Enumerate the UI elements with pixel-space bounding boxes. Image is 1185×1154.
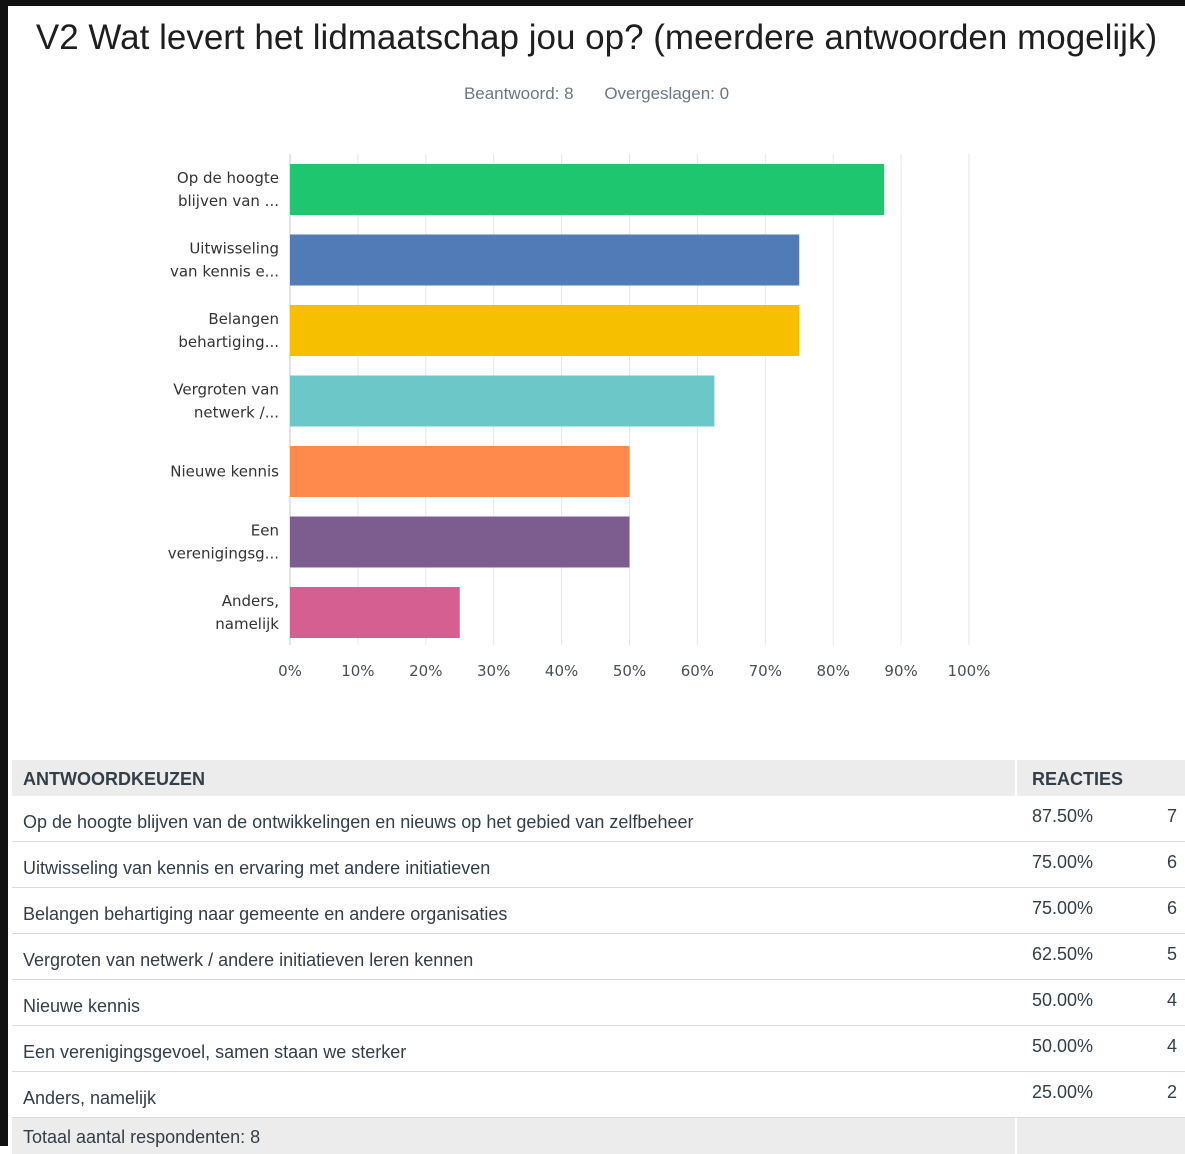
category-label: van kennis e...	[170, 263, 279, 281]
x-tick-label: 80%	[817, 662, 850, 680]
category-label: netwerk /...	[194, 404, 279, 422]
table-row: Op de hoogte blijven van de ontwikkeling…	[12, 796, 1185, 842]
question-title: V2 Wat levert het lidmaatschap jou op? (…	[35, 18, 1158, 57]
table-row: Anders, namelijk 25.00% 2	[12, 1072, 1185, 1118]
answer-choice-label: Op de hoogte blijven van de ontwikkeling…	[23, 812, 694, 832]
answered-count: Beantwoord: 8	[463, 84, 574, 103]
x-tick-label: 40%	[545, 662, 578, 680]
total-respondents: Totaal aantal respondenten: 8	[23, 1127, 261, 1147]
header-answer-choices: ANTWOORDKEUZEN	[23, 769, 205, 789]
x-tick-label: 10%	[341, 662, 374, 680]
x-tick-label: 0%	[278, 662, 302, 680]
response-count: 6	[1166, 852, 1177, 872]
response-percent: 50.00%	[1032, 1036, 1094, 1056]
x-tick-label: 30%	[477, 662, 510, 680]
table-body: Op de hoogte blijven van de ontwikkeling…	[12, 796, 1185, 1118]
bar	[290, 164, 885, 215]
response-stats: Beantwoord: 8 Overgeslagen: 0	[8, 84, 1185, 104]
table-row: Nieuwe kennis 50.00% 4	[12, 980, 1185, 1026]
x-tick-label: 60%	[681, 662, 714, 680]
x-tick-label: 70%	[749, 662, 782, 680]
response-percent: 50.00%	[1032, 990, 1094, 1010]
category-label: Een	[251, 522, 279, 540]
bar	[290, 234, 800, 286]
category-label: blijven van ...	[178, 192, 279, 210]
category-label: verenigingsg...	[168, 545, 279, 563]
response-count: 7	[1166, 806, 1177, 826]
response-count: 4	[1166, 1036, 1177, 1056]
category-label: Op de hoogte	[177, 169, 279, 187]
response-count: 5	[1166, 944, 1177, 964]
category-label: Nieuwe kennis	[170, 463, 279, 481]
column-divider	[1015, 1118, 1017, 1154]
category-label: namelijk	[215, 615, 279, 633]
response-percent: 75.00%	[1032, 898, 1094, 918]
response-percent: 75.00%	[1032, 852, 1094, 872]
table-header: ANTWOORDKEUZEN REACTIES	[12, 760, 1185, 796]
bar	[290, 446, 630, 497]
response-count: 4	[1166, 990, 1177, 1010]
response-count: 6	[1166, 898, 1177, 918]
category-label: Uitwisseling	[189, 240, 279, 258]
table-footer: Totaal aantal respondenten: 8	[12, 1118, 1185, 1154]
table-row: Uitwisseling van kennis en ervaring met …	[12, 842, 1185, 888]
response-percent: 62.50%	[1032, 944, 1094, 964]
responses-table: ANTWOORDKEUZEN REACTIES Op de hoogte bli…	[12, 760, 1185, 1154]
response-percent: 25.00%	[1032, 1082, 1094, 1102]
bar	[290, 305, 800, 356]
response-count: 2	[1166, 1082, 1177, 1102]
answer-choice-label: Belangen behartiging naar gemeente en an…	[23, 904, 508, 924]
table-row: Belangen behartiging naar gemeente en an…	[12, 888, 1185, 934]
category-label: behartiging...	[178, 333, 279, 351]
response-percent: 87.50%	[1032, 806, 1094, 826]
x-tick-label: 90%	[884, 662, 917, 680]
header-responses: REACTIES	[1032, 769, 1124, 789]
bar	[290, 516, 630, 568]
table-row: Vergroten van netwerk / andere initiatie…	[12, 934, 1185, 980]
answer-choice-label: Nieuwe kennis	[23, 996, 141, 1016]
answer-choice-label: Uitwisseling van kennis en ervaring met …	[23, 858, 491, 878]
category-label: Vergroten van	[173, 381, 279, 399]
x-tick-label: 50%	[613, 662, 646, 680]
table-row: Een verenigingsgevoel, samen staan we st…	[12, 1026, 1185, 1072]
category-label: Anders,	[222, 592, 279, 610]
bar	[290, 375, 715, 427]
answer-choice-label: Vergroten van netwerk / andere initiatie…	[23, 950, 474, 970]
category-label: Belangen	[208, 310, 279, 328]
x-tick-label: 20%	[409, 662, 442, 680]
bar	[290, 587, 460, 638]
answer-choice-label: Een verenigingsgevoel, samen staan we st…	[23, 1042, 407, 1062]
answer-choice-label: Anders, namelijk	[23, 1088, 157, 1108]
x-tick-label: 100%	[948, 662, 991, 680]
skipped-count: Overgeslagen: 0	[604, 84, 730, 103]
bar-chart: 0% 10% 20% 30% 40% 50% 60% 70% 80% 90% 100% Op de h…	[168, 154, 991, 680]
column-divider	[1015, 760, 1017, 796]
